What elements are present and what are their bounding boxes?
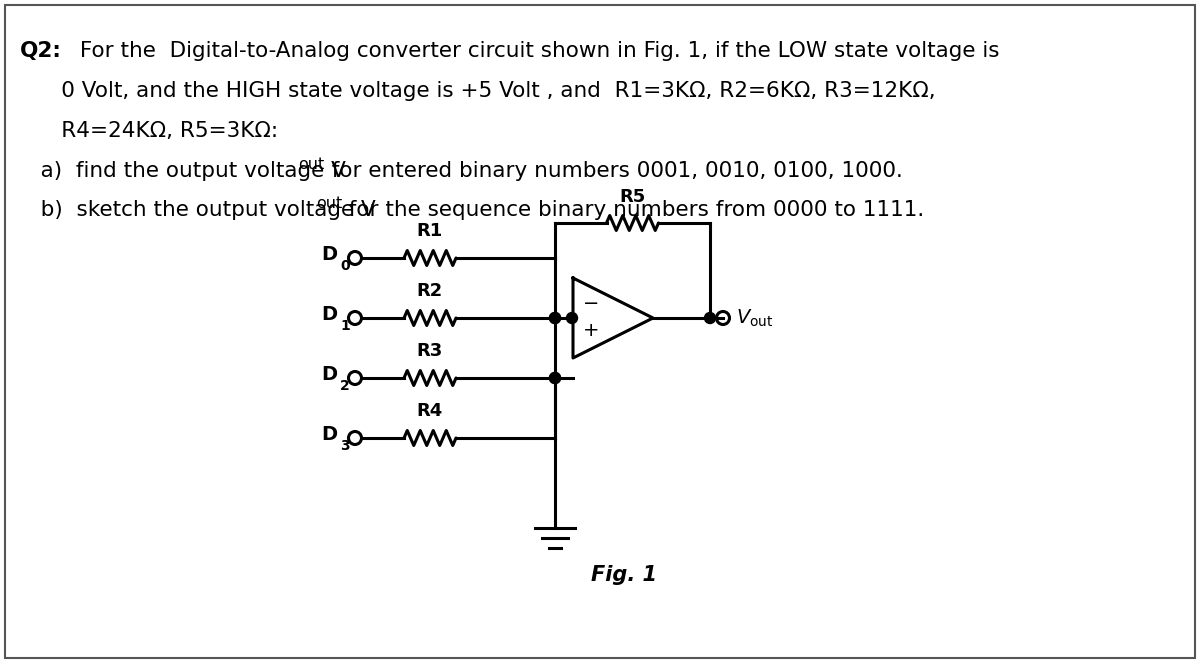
Text: R5: R5 bbox=[619, 188, 646, 206]
Text: +: + bbox=[583, 321, 600, 340]
Text: R3: R3 bbox=[416, 342, 443, 360]
Text: R2: R2 bbox=[416, 282, 443, 300]
Text: for entered binary numbers 0001, 0010, 0100, 1000.: for entered binary numbers 0001, 0010, 0… bbox=[318, 161, 902, 181]
Text: R1: R1 bbox=[416, 222, 443, 240]
Text: For the  Digital-to-Analog converter circuit shown in Fig. 1, if the LOW state v: For the Digital-to-Analog converter circ… bbox=[73, 41, 1000, 61]
Text: Fig. 1: Fig. 1 bbox=[590, 565, 658, 585]
Text: for the sequence binary numbers from 0000 to 1111.: for the sequence binary numbers from 000… bbox=[335, 200, 925, 220]
Text: 2: 2 bbox=[341, 379, 350, 393]
Circle shape bbox=[550, 373, 560, 383]
Circle shape bbox=[550, 312, 560, 324]
Text: −: − bbox=[583, 294, 599, 313]
Text: b)  sketch the output voltage V: b) sketch the output voltage V bbox=[20, 200, 376, 220]
Text: D: D bbox=[320, 424, 337, 444]
Text: out: out bbox=[299, 157, 325, 172]
Text: 0 Volt, and the HIGH state voltage is +5 Volt , and  R1=3KΩ, R2=6KΩ, R3=12KΩ,: 0 Volt, and the HIGH state voltage is +5… bbox=[20, 81, 936, 101]
Text: Q2:: Q2: bbox=[20, 41, 62, 61]
Text: 0: 0 bbox=[341, 259, 350, 273]
Circle shape bbox=[704, 312, 715, 324]
Circle shape bbox=[566, 312, 577, 324]
Text: D: D bbox=[320, 304, 337, 324]
Text: D: D bbox=[320, 365, 337, 383]
Text: R4: R4 bbox=[416, 402, 443, 420]
Text: 1: 1 bbox=[341, 319, 350, 333]
Circle shape bbox=[550, 312, 560, 324]
Text: R4=24KΩ, R5=3KΩ:: R4=24KΩ, R5=3KΩ: bbox=[20, 121, 278, 141]
Text: $V_{\mathrm{out}}$: $V_{\mathrm{out}}$ bbox=[736, 308, 773, 329]
Text: out: out bbox=[316, 196, 342, 211]
Text: D: D bbox=[320, 245, 337, 263]
Text: a)  find the output voltage V: a) find the output voltage V bbox=[20, 161, 346, 181]
Text: 3: 3 bbox=[341, 439, 350, 453]
Circle shape bbox=[550, 373, 560, 383]
